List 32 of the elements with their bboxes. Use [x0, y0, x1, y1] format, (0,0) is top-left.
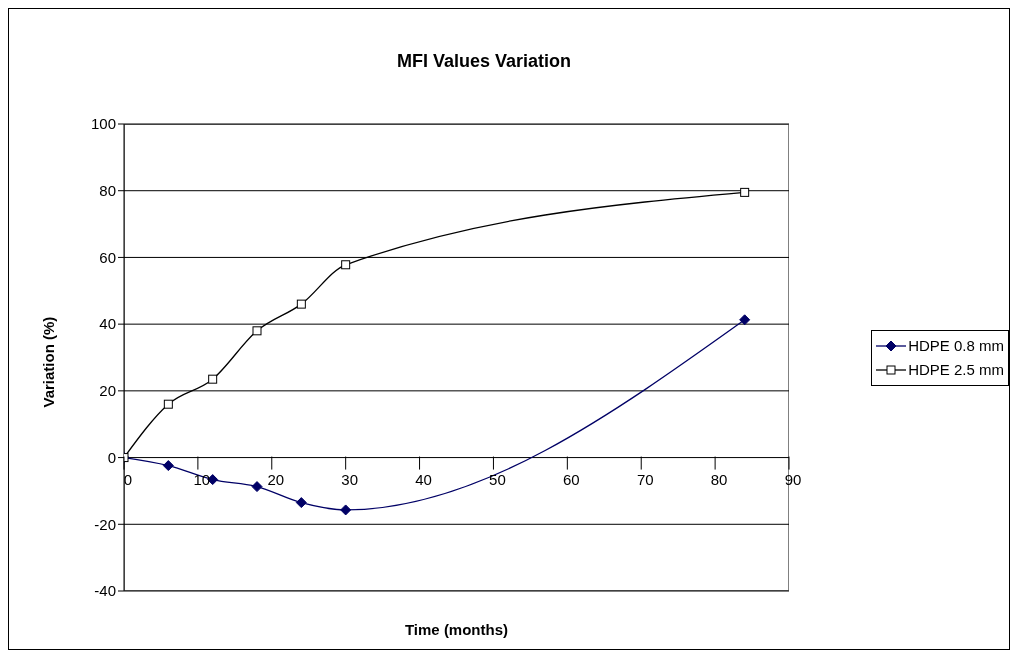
chart-title: MFI Values Variation [395, 51, 573, 72]
y-tick-label: 60 [99, 248, 116, 266]
x-tick-label: 30 [341, 470, 359, 488]
y-tick-label: -40 [94, 582, 116, 600]
point [163, 399, 173, 409]
point [341, 260, 351, 270]
x-tick-label: 80 [710, 470, 728, 488]
point [295, 497, 307, 509]
x-tick-label: 90 [784, 470, 802, 488]
point [252, 326, 262, 336]
legend-label: HDPE 2.5 mm [908, 361, 1004, 378]
x-axis-title: Time (months) [404, 621, 509, 638]
point [739, 314, 751, 326]
x-tick-label: 20 [267, 470, 285, 488]
point [340, 504, 352, 516]
y-axis-title: Variation (%) [40, 316, 58, 408]
y-tick-label: 20 [99, 382, 116, 400]
x-tick-label: 50 [489, 470, 506, 488]
y-tick-label: 100 [90, 115, 116, 133]
y-tick-label: -20 [94, 515, 116, 533]
x-tick-label: 40 [415, 470, 432, 488]
point [296, 299, 306, 309]
y-tick-label: 0 [107, 448, 116, 466]
point [208, 374, 218, 384]
point [740, 187, 750, 197]
y-tick-label: 80 [99, 182, 116, 200]
legend-label: HDPE 0.8 mm [908, 337, 1004, 354]
x-tick-label: 70 [636, 470, 654, 488]
point [162, 460, 174, 472]
point [251, 481, 263, 493]
x-tick-label: 60 [562, 470, 580, 488]
y-tick-label: 40 [99, 315, 116, 333]
